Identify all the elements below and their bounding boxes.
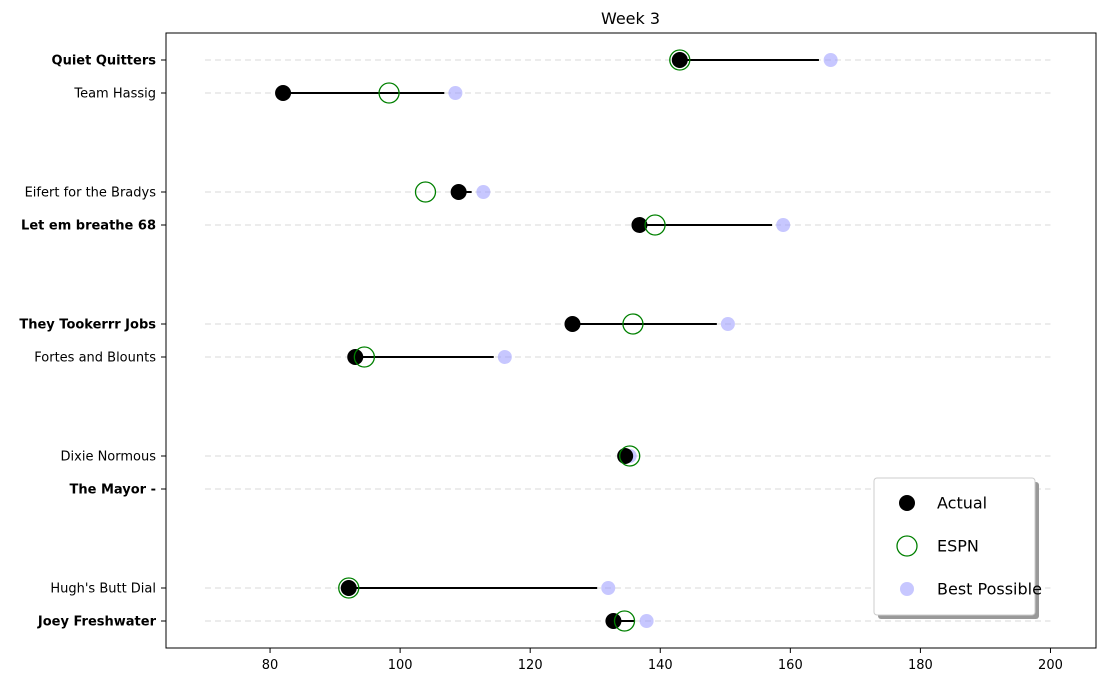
best-possible-point xyxy=(601,581,616,595)
espn-point xyxy=(353,346,376,368)
team-label: The Mayor - xyxy=(69,483,156,498)
x-tick-label: 80 xyxy=(262,658,279,673)
best-possible-point xyxy=(823,53,838,67)
x-axis: 80 100 120 140 160 180 200 xyxy=(262,648,1063,673)
legend-label: Actual xyxy=(937,494,987,513)
espn-point xyxy=(644,214,666,236)
espn-point xyxy=(378,82,400,104)
legend-marker-espn xyxy=(896,535,918,557)
espn-point xyxy=(619,445,641,467)
espn-point xyxy=(414,181,437,203)
actual-point xyxy=(275,85,292,101)
best-possible-point xyxy=(776,218,791,232)
team-label: They Tookerrr Jobs xyxy=(19,318,156,333)
actual-point xyxy=(631,217,648,233)
x-tick-label: 120 xyxy=(518,658,543,673)
espn-point xyxy=(622,313,644,335)
chart-title: Week 3 xyxy=(601,9,660,28)
data-marks xyxy=(275,49,838,632)
best-possible-point xyxy=(639,614,654,628)
legend-marker-best xyxy=(900,582,914,596)
team-label: Hugh's Butt Dial xyxy=(50,582,156,597)
actual-point xyxy=(671,52,688,68)
legend-label: ESPN xyxy=(937,537,979,556)
team-label: Let em breathe 68 xyxy=(21,219,156,234)
legend-box xyxy=(873,477,1036,616)
best-possible-point xyxy=(720,317,735,331)
legend-marker-actual xyxy=(899,495,915,511)
y-axis: Quiet Quitters Team Hassig Eifert for the … xyxy=(19,54,166,630)
actual-point xyxy=(450,184,467,200)
x-tick-label: 160 xyxy=(778,658,803,673)
team-label: Quiet Quitters xyxy=(52,54,157,69)
x-tick-label: 200 xyxy=(1038,658,1063,673)
actual-point xyxy=(340,580,357,596)
legend-label: Best Possible xyxy=(937,580,1042,599)
best-possible-point xyxy=(497,350,512,364)
actual-point xyxy=(564,316,581,332)
actual-point xyxy=(347,349,364,365)
team-label: Fortes and Blounts xyxy=(34,351,156,366)
x-tick-label: 140 xyxy=(648,658,673,673)
plot-frame xyxy=(165,32,1097,649)
legend: Actual ESPN Best Possible xyxy=(873,477,1042,619)
team-label: Team Hassig xyxy=(73,87,156,102)
espn-point xyxy=(338,577,360,599)
best-possible-point xyxy=(448,86,463,100)
espn-point xyxy=(613,610,636,632)
espn-point xyxy=(669,49,691,71)
x-tick-label: 100 xyxy=(388,658,413,673)
team-label: Dixie Normous xyxy=(61,450,157,465)
actual-point xyxy=(605,613,622,629)
team-label: Joey Freshwater xyxy=(37,615,157,630)
x-tick-label: 180 xyxy=(908,658,933,673)
team-label: Eifert for the Bradys xyxy=(25,186,157,201)
best-possible-point xyxy=(476,185,491,199)
